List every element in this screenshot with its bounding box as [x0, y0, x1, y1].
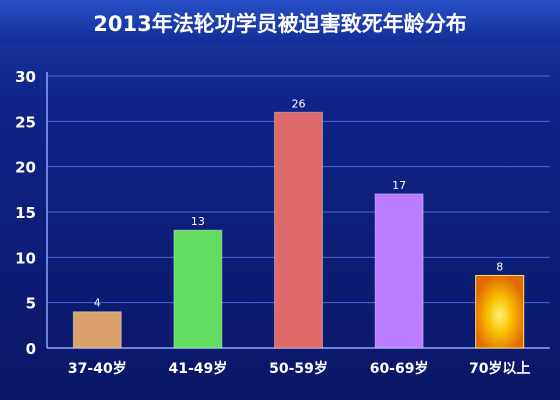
x-tick-labels: 37-40岁 41-49岁 50-59岁 60-69岁 70岁以上 [68, 360, 531, 377]
bar-41-49岁 [173, 229, 223, 349]
value-label: 26 [292, 97, 306, 110]
bar-60-69岁 [374, 193, 424, 349]
value-label: 8 [496, 260, 503, 273]
value-label: 4 [94, 297, 101, 310]
x-tick-label: 37-40岁 [68, 360, 127, 377]
y-tick-label: 25 [15, 113, 36, 131]
bar-70岁以上 [475, 274, 525, 349]
chart-title: 2013年法轮功学员被迫害致死年龄分布 [93, 12, 466, 36]
y-tick-label: 15 [15, 204, 36, 222]
x-tick-label: 60-69岁 [370, 360, 429, 377]
title-band [0, 0, 560, 44]
y-tick-label: 10 [15, 249, 36, 267]
y-tick-label: 5 [26, 295, 36, 313]
value-labels: 4 13 26 17 8 [94, 97, 503, 309]
bar-37-40岁 [72, 311, 122, 349]
y-tick-label: 0 [26, 340, 36, 358]
x-tick-label: 70岁以上 [469, 360, 530, 377]
y-tick-labels: 0 5 10 15 20 25 30 [15, 68, 36, 358]
x-tick-label: 41-49岁 [169, 360, 228, 377]
value-label: 17 [392, 179, 406, 192]
y-tick-label: 30 [15, 68, 36, 86]
x-tick-label: 50-59岁 [269, 360, 328, 377]
bar-50-59岁 [274, 111, 323, 349]
bars [72, 111, 525, 349]
value-label: 13 [191, 215, 205, 228]
y-tick-label: 20 [15, 159, 36, 177]
